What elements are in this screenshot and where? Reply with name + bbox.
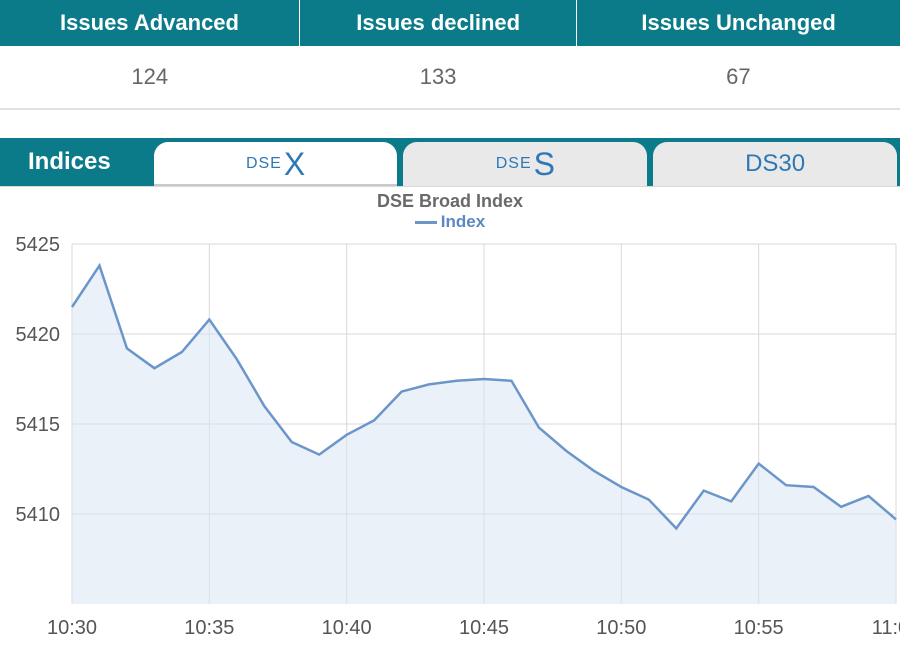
svg-text:5425: 5425 [16, 234, 61, 256]
tab-ds30-big: DS30 [745, 150, 805, 178]
tab-dsex[interactable]: DSEX [154, 142, 398, 186]
svg-text:5410: 5410 [16, 504, 61, 526]
svg-text:10:45: 10:45 [459, 617, 509, 639]
svg-text:5415: 5415 [16, 414, 61, 436]
legend-line-icon [415, 221, 437, 224]
tabs-container: Indices DSEX DSES DS30 DSE Broad Index I… [0, 138, 900, 654]
tab-dsex-prefix: DSE [246, 155, 282, 173]
chart-title: DSE Broad Index [0, 187, 900, 212]
issues-col-unchanged: Issues Unchanged [577, 0, 900, 46]
svg-text:10:50: 10:50 [596, 617, 646, 639]
issues-val-declined: 133 [300, 46, 577, 109]
tab-dses-prefix: DSE [496, 155, 532, 173]
issues-col-declined: Issues declined [300, 0, 577, 46]
svg-text:11:00: 11:00 [872, 617, 900, 639]
chart-svg: 5410 5415 5420 5425 10:30 10:35 10:40 10:45 10:5… [0, 234, 900, 654]
chart-area: DSE Broad Index Index 5410 5415 5420 5425 10… [0, 186, 900, 654]
issues-val-advanced: 124 [0, 46, 300, 109]
tabs-title: Indices [0, 138, 151, 186]
legend-label: Index [441, 212, 485, 231]
tab-dses[interactable]: DSES [403, 142, 647, 186]
tab-dses-big: S [534, 146, 555, 183]
issues-table: Issues Advanced Issues declined Issues U… [0, 0, 900, 110]
tabs-bar: Indices DSEX DSES DS30 [0, 138, 900, 186]
chart-legend: Index [0, 212, 900, 234]
tab-dsex-big: X [284, 146, 305, 183]
svg-text:10:30: 10:30 [47, 617, 97, 639]
issues-val-unchanged: 67 [577, 46, 900, 109]
tab-ds30[interactable]: DS30 [653, 142, 897, 186]
svg-text:5420: 5420 [16, 324, 61, 346]
issues-col-advanced: Issues Advanced [0, 0, 300, 46]
svg-text:10:35: 10:35 [184, 617, 234, 639]
svg-text:10:55: 10:55 [734, 617, 784, 639]
svg-text:10:40: 10:40 [322, 617, 372, 639]
